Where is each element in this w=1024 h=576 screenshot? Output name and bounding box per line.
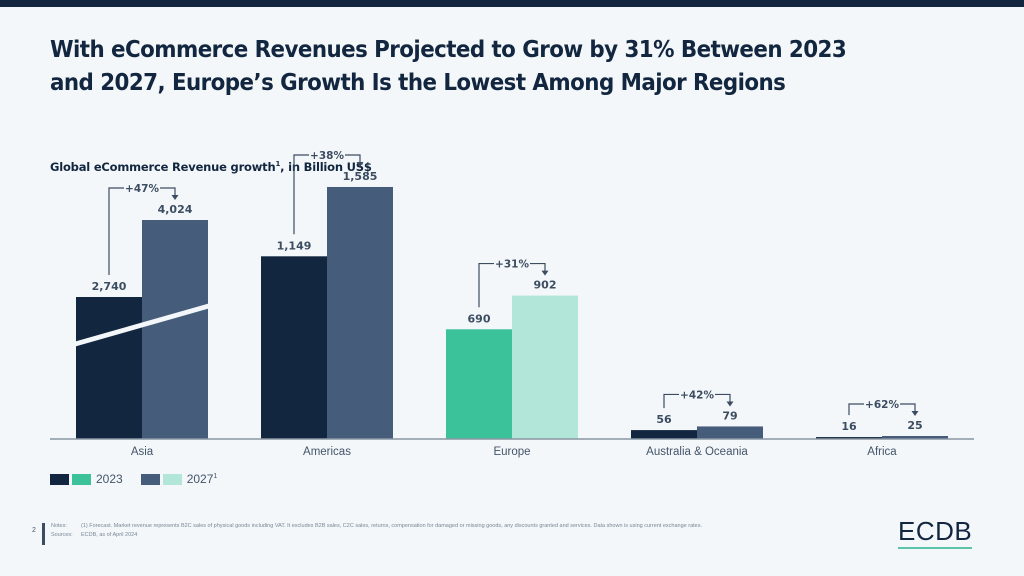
x-tick-label-asia: Asia <box>131 446 154 458</box>
ecdb-logo: ECDB <box>898 517 973 549</box>
value-label-europe-2023: 690 <box>468 312 491 325</box>
bar-asia-2023 <box>76 297 142 439</box>
growth-arrow-icon <box>911 411 919 416</box>
chart-legend: 2023 20271 <box>50 472 235 486</box>
growth-label-africa: +62% <box>865 399 899 411</box>
bar-africa-2023 <box>816 437 882 439</box>
sources-label: Sources: <box>51 532 73 538</box>
growth-arrow-icon <box>171 195 179 200</box>
x-tick-label-africa: Africa <box>867 446 897 458</box>
value-label-americas-2023: 1,149 <box>277 239 312 252</box>
sources-text: ECDB, as of April 2024 <box>81 532 138 538</box>
legend-label-2027: 20271 <box>187 472 218 486</box>
legend-swatch-2023-highlight <box>72 473 91 485</box>
value-label-asia-2023: 2,740 <box>92 280 127 293</box>
legend-label-2023: 2023 <box>96 472 123 486</box>
growth-label-europe: +31% <box>495 259 529 271</box>
bar-africa-2027 <box>882 436 948 439</box>
bar-americas-2023 <box>261 256 327 439</box>
growth-arrow-icon <box>541 270 549 276</box>
x-tick-label-americas: Americas <box>303 446 351 458</box>
growth-bracket-europe <box>478 262 546 308</box>
value-label-americas-2027: 1,585 <box>343 170 378 183</box>
legend-label-2027-text: 2027 <box>186 472 214 486</box>
value-label-africa-2027: 25 <box>907 419 922 432</box>
notes-text: (1) Forecast. Market revenue represents … <box>81 523 702 529</box>
growth-label-asia: +47% <box>125 183 159 195</box>
value-label-asia-2027: 4,024 <box>158 203 193 216</box>
sources-row: Sources: ECDB, as of April 2024 <box>51 532 137 538</box>
notes-label: Notes: <box>51 523 67 529</box>
growth-arrow-icon <box>726 401 734 407</box>
growth-label-australia-oceania: +42% <box>680 389 714 401</box>
legend-swatch-2023-default <box>50 473 69 485</box>
chart-subtitle-unit: , in Billion US$ <box>280 160 372 174</box>
x-axis-tick-labels: Asia Americas Europe Australia & Oceania Afr… <box>131 446 897 458</box>
growth-bracket-africa <box>848 403 916 416</box>
legend-swatch-2027-default <box>140 473 160 485</box>
value-label-africa-2023: 16 <box>841 420 857 433</box>
bar-europe-2027 <box>512 295 578 439</box>
x-tick-label-australia-oceania: Australia & Oceania <box>646 446 748 458</box>
growth-bracket-asia <box>108 187 176 275</box>
chart-subtitle: Global eCommerce Revenue growth1, in Bil… <box>50 160 372 174</box>
notes-row: Notes: (1) Forecast. Market revenue repre… <box>51 523 702 529</box>
x-tick-label-europe: Europe <box>493 446 530 458</box>
labels-layer: 2,740 4,024 1,149 1,585 690 902 56 79 16 25 <box>92 170 923 433</box>
value-label-australia-oceania-2023: 56 <box>656 413 672 426</box>
chart-subtitle-footnote: 1 <box>275 160 281 169</box>
bar-australia-oceania-2023 <box>631 430 697 439</box>
legend-label-2027-footnote: 1 <box>213 473 218 480</box>
legend-swatch-2027-highlight <box>162 473 182 485</box>
page-number: 2 <box>32 527 36 534</box>
growth-bracket-americas <box>293 154 361 235</box>
value-label-europe-2027: 902 <box>534 279 557 292</box>
bar-europe-2023 <box>446 329 512 439</box>
chart-subtitle-text: Global eCommerce Revenue growth <box>50 160 276 174</box>
bar-americas-2027 <box>327 186 393 439</box>
growth-arrow-icon <box>356 161 364 167</box>
page-title: With eCommerce Revenues Projected to Gro… <box>50 37 847 96</box>
footer-divider <box>42 523 45 545</box>
value-label-australia-oceania-2027: 79 <box>722 409 737 422</box>
bars-layer <box>70 186 948 439</box>
top-accent-bar <box>0 0 1024 7</box>
bar-asia-2027 <box>142 220 208 439</box>
growth-annotations-layer: +47% +38% +31% +42% +62% <box>108 150 919 416</box>
growth-bracket-australia-oceania <box>663 393 731 409</box>
axis-break-marker <box>70 302 214 348</box>
growth-label-americas: +38% <box>310 150 344 162</box>
bar-australia-oceania-2027 <box>697 426 763 439</box>
